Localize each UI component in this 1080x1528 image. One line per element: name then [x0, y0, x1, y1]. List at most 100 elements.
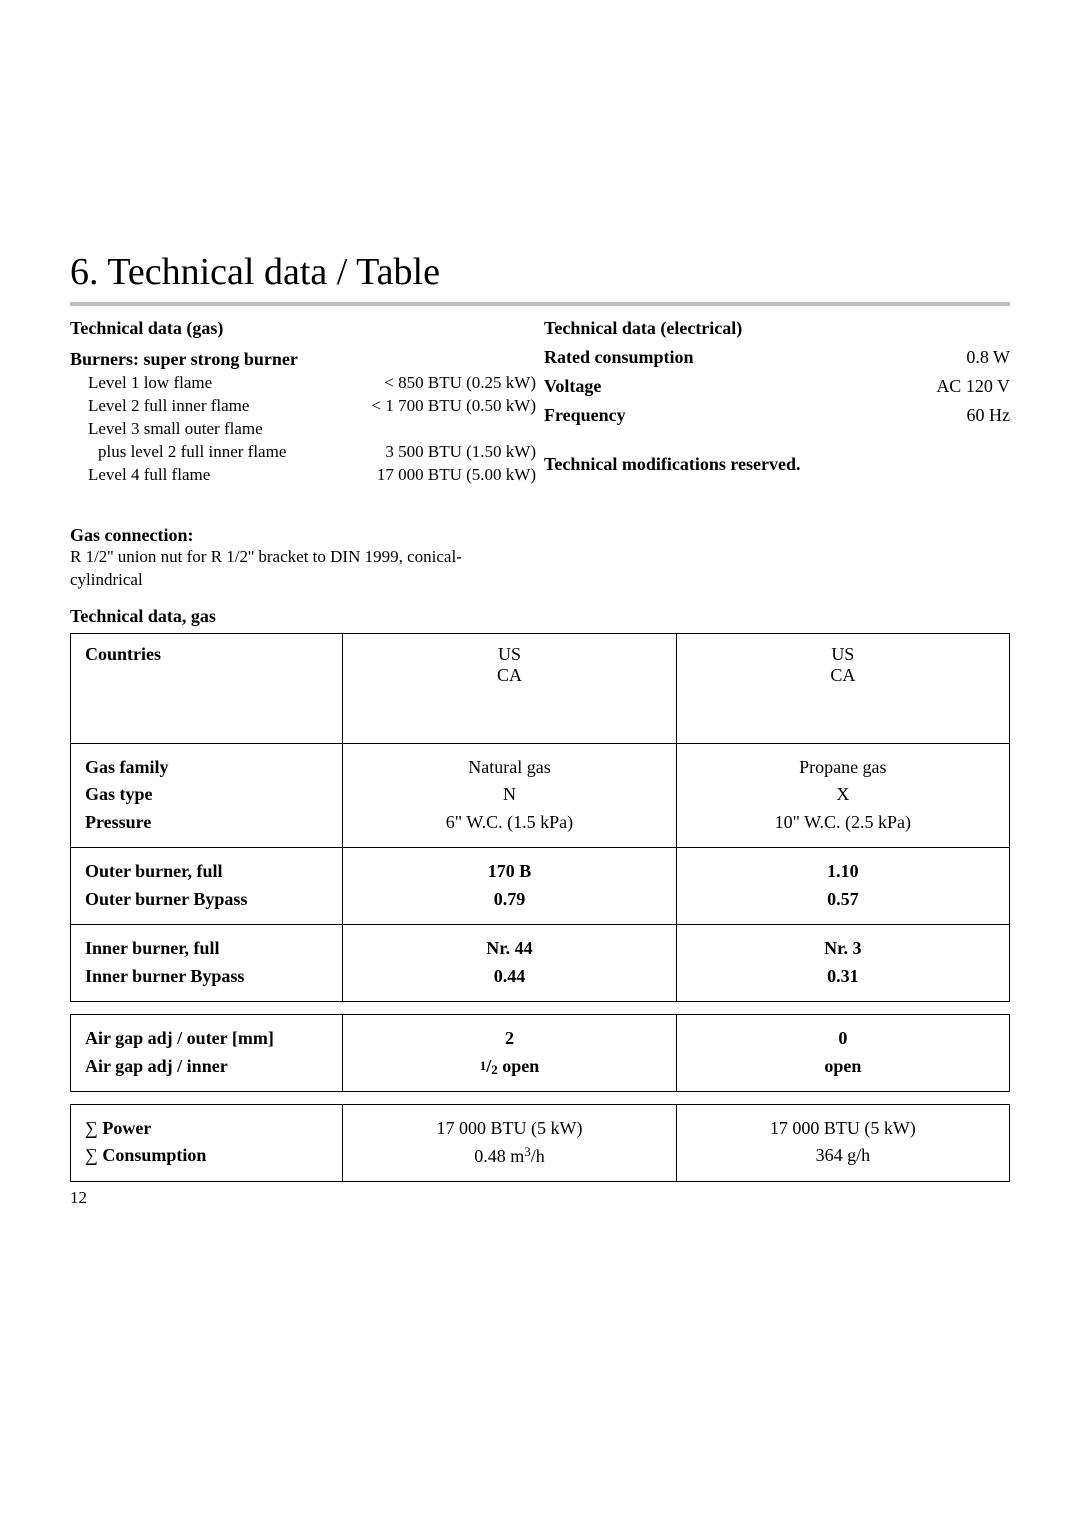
- power-col2: 17 000 BTU (5 kW) 364 g/h: [676, 1104, 1009, 1182]
- page-title: 6. Technical data / Table: [70, 250, 1010, 294]
- cons-pre: 0.48 m: [474, 1146, 524, 1166]
- country-ca-1: CA: [357, 665, 661, 686]
- level4-label: Level 4 full flame: [70, 464, 286, 487]
- level3-label: Level 3 small outer flame: [70, 418, 536, 441]
- power-col1: 17 000 BTU (5 kW) 0.48 m3/h: [343, 1104, 676, 1182]
- level2-value: < 1 700 BTU (0.50 kW): [286, 395, 536, 418]
- gas-family-v2: Propane gas: [691, 754, 995, 782]
- power-v2: 17 000 BTU (5 kW): [691, 1115, 995, 1143]
- table-row: Countries US CA US CA: [71, 633, 1010, 743]
- sigma-icon: ∑: [85, 1145, 98, 1165]
- frequency-value: 60 Hz: [694, 405, 1010, 426]
- modifications-reserved: Technical modifications reserved.: [544, 454, 1010, 475]
- sigma-icon: ∑: [85, 1118, 98, 1138]
- inner-full-v1: Nr. 44: [357, 935, 661, 963]
- power-head: ∑ Power ∑ Consumption: [71, 1104, 343, 1182]
- consumption-label: Consumption: [98, 1145, 207, 1165]
- elec-section-head: Technical data (electrical): [544, 318, 1010, 339]
- page-number: 12: [70, 1188, 1010, 1208]
- outer-burner-head: Outer burner, full Outer burner Bypass: [71, 848, 343, 925]
- gas-spec-table-2: Air gap adj / outer [mm] Air gap adj / i…: [70, 1014, 1010, 1092]
- gas-family-col1: Natural gas N 6" W.C. (1.5 kPa): [343, 743, 676, 848]
- burner-level-list: Level 1 low flame < 850 BTU (0.25 kW) Le…: [70, 372, 536, 487]
- outer-full-label: Outer burner, full: [85, 858, 328, 886]
- airgap-outer-v2: 0: [691, 1025, 995, 1053]
- inner-bypass-v1: 0.44: [357, 963, 661, 991]
- outer-burner-col1: 170 B 0.79: [343, 848, 676, 925]
- airgap-inner-v2: open: [691, 1053, 995, 1081]
- gas-col: Technical data (gas) Burners: super stro…: [70, 318, 540, 592]
- half-open: open: [498, 1056, 540, 1076]
- level2-label: Level 2 full inner flame: [70, 395, 286, 418]
- inner-burner-head: Inner burner, full Inner burner Bypass: [71, 925, 343, 1002]
- countries-col1: US CA: [343, 633, 676, 743]
- electrical-col: Technical data (electrical) Rated consum…: [540, 318, 1010, 592]
- power-v1: 17 000 BTU (5 kW): [357, 1115, 661, 1143]
- country-us-1: US: [357, 644, 661, 665]
- gas-type-label: Gas type: [85, 781, 328, 809]
- gas-family-v1: Natural gas: [357, 754, 661, 782]
- outer-bypass-v2: 0.57: [691, 886, 995, 914]
- airgap-col1: 2 1/2 open: [343, 1014, 676, 1091]
- country-ca-2: CA: [691, 665, 995, 686]
- gas-pressure-label: Pressure: [85, 809, 328, 837]
- gas-connection-body: R 1/2'' union nut for R 1/2'' bracket to…: [70, 546, 500, 592]
- rated-consumption-value: 0.8 W: [694, 347, 1010, 368]
- rated-consumption-label: Rated consumption: [544, 347, 694, 368]
- table-gas-head: Technical data, gas: [70, 606, 1010, 627]
- countries-col2: US CA: [676, 633, 1009, 743]
- airgap-outer-v1: 2: [357, 1025, 661, 1053]
- inner-burner-col1: Nr. 44 0.44: [343, 925, 676, 1002]
- frequency-label: Frequency: [544, 405, 694, 426]
- inner-full-label: Inner burner, full: [85, 935, 328, 963]
- outer-full-v2: 1.10: [691, 858, 995, 886]
- table-row: Gas family Gas type Pressure Natural gas…: [71, 743, 1010, 848]
- power-label: Power: [98, 1118, 151, 1138]
- gas-type-v2: X: [691, 781, 995, 809]
- table-row: Outer burner, full Outer burner Bypass 1…: [71, 848, 1010, 925]
- countries-head: Countries: [71, 633, 343, 743]
- inner-bypass-v2: 0.31: [691, 963, 995, 991]
- airgap-outer-label: Air gap adj / outer [mm]: [85, 1025, 328, 1053]
- voltage-value: AC 120 V: [694, 376, 1010, 397]
- table-row: ∑ Power ∑ Consumption 17 000 BTU (5 kW) …: [71, 1104, 1010, 1182]
- consumption-v1: 0.48 m3/h: [357, 1142, 661, 1171]
- gas-family-col2: Propane gas X 10" W.C. (2.5 kPa): [676, 743, 1009, 848]
- country-us-2: US: [691, 644, 995, 665]
- level3b-label: plus level 2 full inner flame: [70, 441, 286, 464]
- countries-label: Countries: [85, 644, 328, 665]
- sum-consumption-label: ∑ Consumption: [85, 1142, 328, 1170]
- spec-columns: Technical data (gas) Burners: super stro…: [70, 318, 1010, 592]
- sum-power-label: ∑ Power: [85, 1115, 328, 1143]
- level1-value: < 850 BTU (0.25 kW): [286, 372, 536, 395]
- inner-full-v2: Nr. 3: [691, 935, 995, 963]
- gas-type-v1: N: [357, 781, 661, 809]
- voltage-label: Voltage: [544, 376, 694, 397]
- outer-bypass-label: Outer burner Bypass: [85, 886, 328, 914]
- elec-grid: Rated consumption 0.8 W Voltage AC 120 V…: [544, 347, 1010, 426]
- table-row: Inner burner, full Inner burner Bypass N…: [71, 925, 1010, 1002]
- airgap-head: Air gap adj / outer [mm] Air gap adj / i…: [71, 1014, 343, 1091]
- level1-label: Level 1 low flame: [70, 372, 286, 395]
- consumption-v2: 364 g/h: [691, 1142, 995, 1170]
- outer-bypass-v1: 0.79: [357, 886, 661, 914]
- inner-bypass-label: Inner burner Bypass: [85, 963, 328, 991]
- title-rule: [70, 302, 1010, 306]
- level3b-value: 3 500 BTU (1.50 kW): [286, 441, 536, 464]
- cons-post: /h: [531, 1146, 545, 1166]
- table-row: Air gap adj / outer [mm] Air gap adj / i…: [71, 1014, 1010, 1091]
- outer-burner-col2: 1.10 0.57: [676, 848, 1009, 925]
- gas-connection-head: Gas connection:: [70, 525, 536, 546]
- gas-pressure-v2: 10" W.C. (2.5 kPa): [691, 809, 995, 837]
- gas-family-head: Gas family Gas type Pressure: [71, 743, 343, 848]
- gas-pressure-v1: 6" W.C. (1.5 kPa): [357, 809, 661, 837]
- outer-full-v1: 170 B: [357, 858, 661, 886]
- inner-burner-col2: Nr. 3 0.31: [676, 925, 1009, 1002]
- level4-value: 17 000 BTU (5.00 kW): [286, 464, 536, 487]
- airgap-inner-label: Air gap adj / inner: [85, 1053, 328, 1081]
- airgap-col2: 0 open: [676, 1014, 1009, 1091]
- gas-spec-table-3: ∑ Power ∑ Consumption 17 000 BTU (5 kW) …: [70, 1104, 1010, 1183]
- gas-section-head: Technical data (gas): [70, 318, 536, 339]
- gas-family-label: Gas family: [85, 754, 328, 782]
- gas-spec-table-1: Countries US CA US CA Gas family Gas typ…: [70, 633, 1010, 1002]
